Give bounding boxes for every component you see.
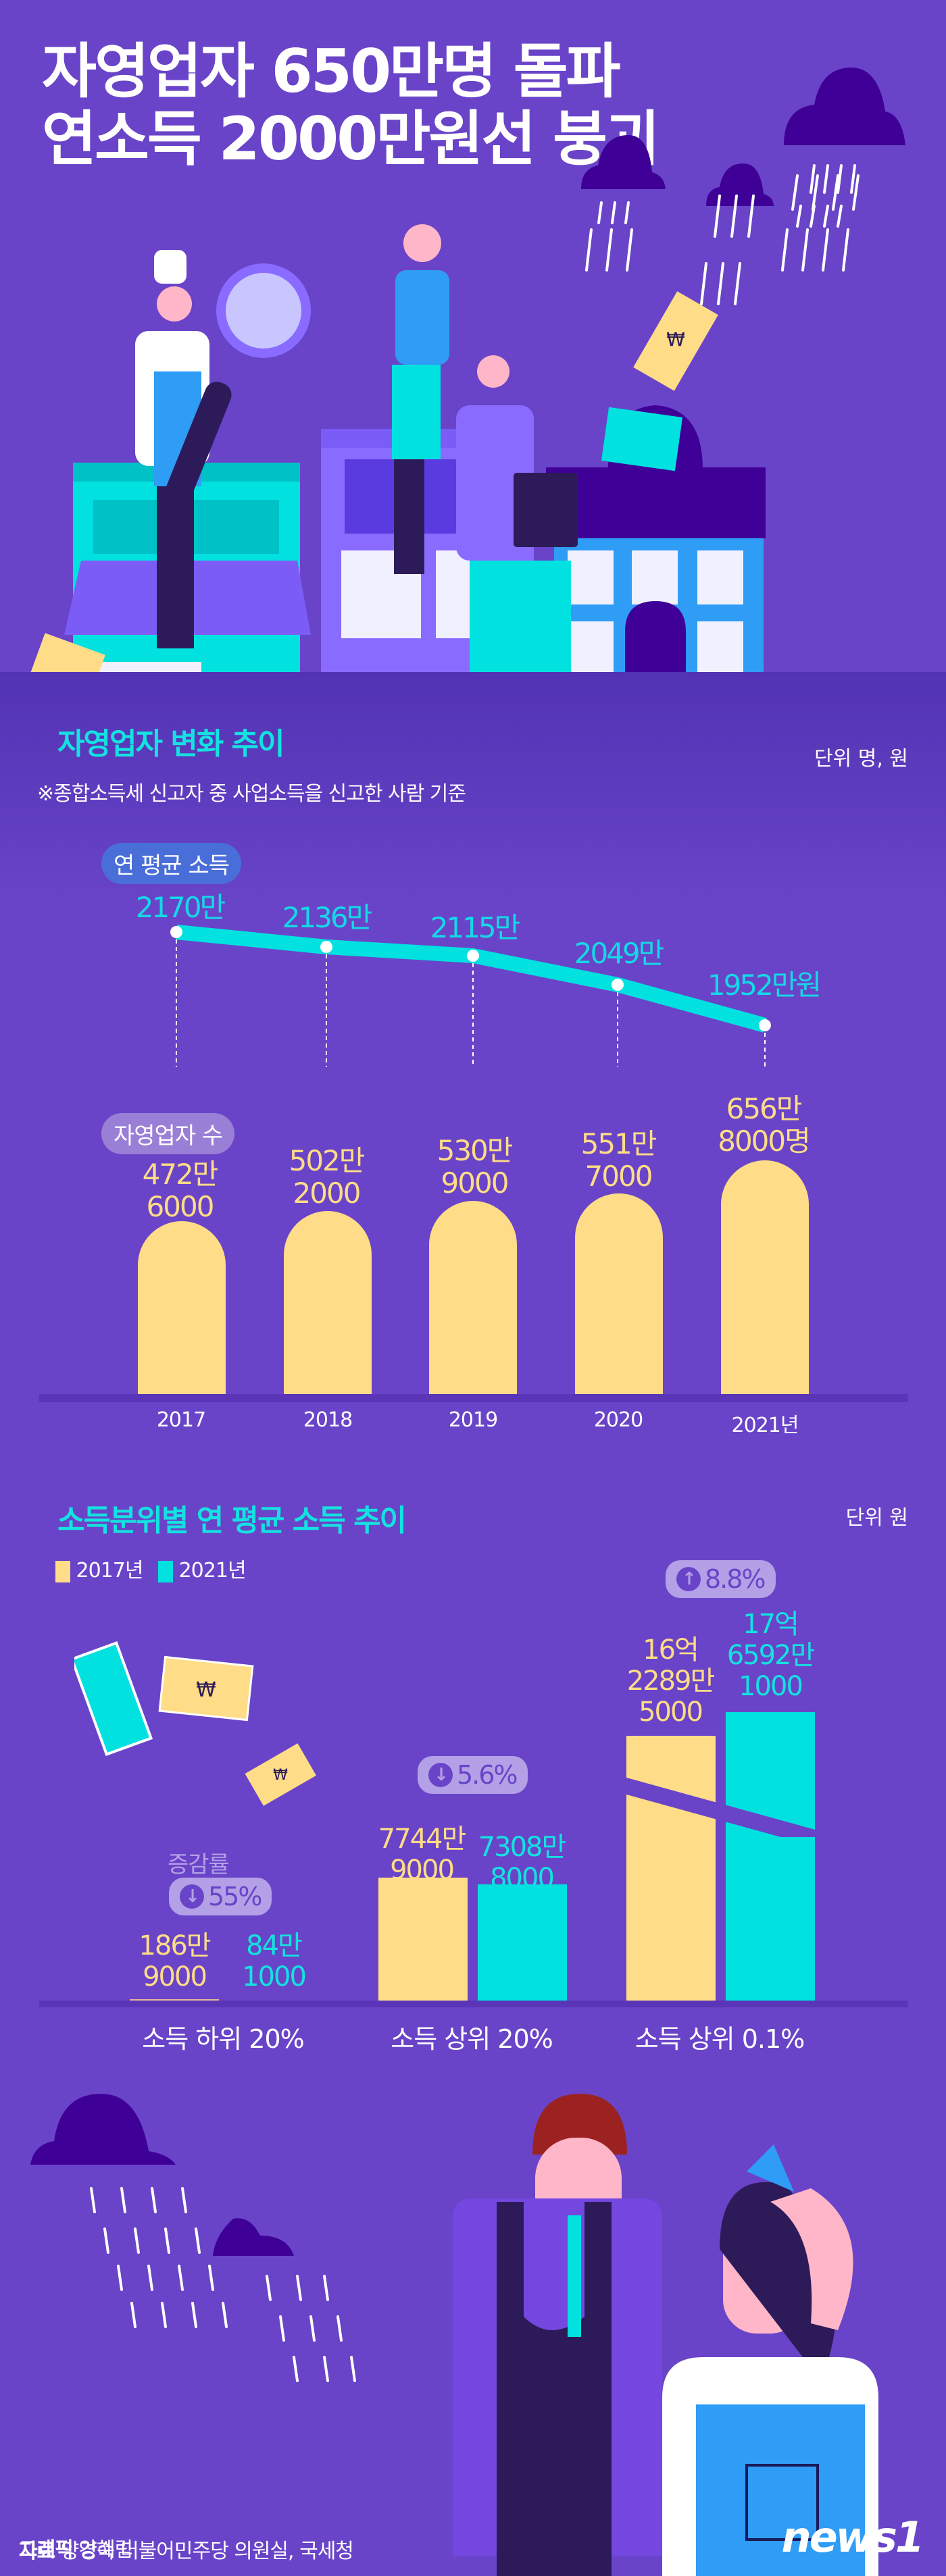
change-label: 증감률 bbox=[168, 1851, 230, 1878]
income-value-2017: 2170만 bbox=[135, 891, 226, 924]
news1-logo: news1 bbox=[781, 2513, 924, 2562]
svg-text:₩: ₩ bbox=[273, 1767, 288, 1784]
source-value: 양경숙 더불어민주당 의원실, 국세청 bbox=[60, 2540, 354, 2563]
count-line2: 7000 bbox=[584, 1160, 653, 1193]
svg-text:₩: ₩ bbox=[196, 1678, 216, 1702]
value-line: 7744만 bbox=[378, 1824, 467, 1855]
count-line2: 2000 bbox=[293, 1177, 362, 1210]
income-value-2020: 2049만 bbox=[574, 937, 665, 970]
legend-label-2021: 2021년 bbox=[178, 1559, 247, 1582]
value-line: 5000 bbox=[639, 1697, 703, 1728]
change-badge-bottom20: ↓ 55% bbox=[169, 1878, 272, 1915]
arrow-down-icon: ↓ bbox=[428, 1763, 453, 1787]
rain-clouds-illustration bbox=[581, 68, 905, 228]
value-2017-top01: 16억 2289만 5000 bbox=[603, 1634, 738, 1728]
arrow-down-icon: ↓ bbox=[180, 1884, 204, 1909]
bar-2017-top01 bbox=[626, 1736, 716, 2006]
section1-note: ※종합소득세 신고자 중 사업소득을 신고한 사람 기준 bbox=[37, 782, 466, 806]
graphic-label: 그래픽 bbox=[19, 2538, 74, 2562]
count-line2: 6000 bbox=[146, 1190, 215, 1224]
rain-clouds-bottom-illustration bbox=[30, 2094, 356, 2382]
legend-swatch-2017 bbox=[55, 1560, 70, 1582]
change-value: 5.6% bbox=[457, 1760, 518, 1790]
legend-label-2017: 2017년 bbox=[76, 1559, 144, 1582]
count-bar-2020 bbox=[575, 1193, 663, 1398]
value-2021-bottom20: 84만 1000 bbox=[206, 1930, 341, 1992]
income-line-chart bbox=[170, 925, 771, 1067]
category-top20: 소득 상위 20% bbox=[391, 2024, 553, 2054]
headline-line1: 자영업자 650만명 돌파 bbox=[42, 36, 621, 106]
count-value-2020: 551만 7000 bbox=[537, 1127, 699, 1193]
chart1-baseline bbox=[39, 1394, 908, 1402]
category-top01: 소득 상위 0.1% bbox=[634, 2024, 805, 2054]
value-line: 1000 bbox=[739, 1671, 803, 1702]
svg-text:₩: ₩ bbox=[666, 328, 685, 351]
value-line: 2289만 bbox=[626, 1666, 716, 1697]
money-bills-illustration: ₩ ₩ bbox=[74, 1641, 316, 1806]
value-2017-bottom20: 186만 9000 bbox=[107, 1930, 242, 1992]
value-line: 6592만 bbox=[726, 1640, 816, 1671]
value-line: 7308만 bbox=[478, 1832, 567, 1863]
shops-people-illustration: ₩ ₩ bbox=[20, 174, 860, 672]
graphic-value: 양혜림 bbox=[78, 2538, 133, 2562]
category-bottom20: 소득 하위 20% bbox=[142, 2024, 304, 2054]
value-line: 9000 bbox=[143, 1961, 207, 1992]
count-bar-2019 bbox=[429, 1201, 517, 1398]
svg-text:₩: ₩ bbox=[53, 668, 72, 672]
bar-2021-top01 bbox=[726, 1712, 815, 2006]
count-value-2018: 502만 2000 bbox=[245, 1144, 407, 1210]
count-value-2017: 472만 6000 bbox=[99, 1158, 261, 1224]
count-value-2019: 530만 9000 bbox=[393, 1134, 555, 1200]
value-2021-top20: 7308만 8000 bbox=[454, 1832, 589, 1894]
income-value-2019: 2115만 bbox=[430, 911, 521, 944]
count-line1: 502만 bbox=[289, 1144, 366, 1177]
count-bar-2021 bbox=[721, 1160, 809, 1398]
count-line1: 530만 bbox=[437, 1134, 514, 1167]
count-bar-2017 bbox=[138, 1221, 226, 1398]
change-value: 8.8% bbox=[705, 1564, 766, 1594]
year-label-2019: 2019 bbox=[448, 1408, 498, 1432]
year-label-2017: 2017 bbox=[156, 1408, 206, 1432]
year-label-2018: 2018 bbox=[303, 1408, 353, 1432]
value-line: 84만 bbox=[246, 1930, 303, 1961]
source-credit: 자료 양경숙 더불어민주당 의원실, 국세청 bbox=[19, 2534, 354, 2564]
bar-2021-top20 bbox=[478, 1884, 567, 2006]
worried-workers-illustration bbox=[453, 2094, 878, 2576]
year-label-2020: 2020 bbox=[593, 1408, 643, 1432]
count-series-label: 자영업자 수 bbox=[101, 1113, 235, 1154]
count-line1: 551만 bbox=[580, 1127, 657, 1160]
legend: 2017년 2021년 bbox=[55, 1553, 247, 1583]
source-label: 자료 bbox=[19, 2540, 55, 2563]
count-line2: 9000 bbox=[441, 1166, 509, 1200]
count-line1: 656만 bbox=[726, 1092, 803, 1125]
arrow-up-icon: ↑ bbox=[676, 1567, 701, 1591]
chart2-baseline bbox=[39, 2001, 908, 2007]
change-value: 55% bbox=[208, 1882, 262, 1911]
legend-swatch-2021 bbox=[158, 1560, 174, 1582]
value-line: 1000 bbox=[242, 1961, 307, 1992]
year-label-2021: 2021년 bbox=[731, 1414, 799, 1437]
value-2021-top01: 17억 6592만 1000 bbox=[703, 1609, 838, 1702]
count-bar-2018 bbox=[284, 1211, 372, 1398]
count-line1: 472만 bbox=[142, 1158, 219, 1191]
section2-title: 소득분위별 연 평균 소득 추이 bbox=[57, 1503, 407, 1538]
change-badge-top20: ↓ 5.6% bbox=[418, 1756, 528, 1794]
count-line2: 8000명 bbox=[718, 1125, 811, 1158]
income-value-2021: 1952만원 bbox=[707, 969, 822, 1002]
section1-unit: 단위 명, 원 bbox=[814, 747, 908, 771]
value-line: 17억 bbox=[743, 1609, 799, 1640]
value-line: 186만 bbox=[139, 1930, 211, 1961]
section2-unit: 단위 원 bbox=[845, 1506, 908, 1530]
section1-title: 자영업자 변화 추이 bbox=[57, 727, 284, 761]
value-line: 16억 bbox=[643, 1634, 699, 1666]
axis-break-mark bbox=[622, 1776, 818, 1837]
income-series-label: 연 평균 소득 bbox=[101, 843, 242, 884]
income-value-2018: 2136만 bbox=[282, 901, 373, 934]
bar-2017-top20 bbox=[378, 1878, 468, 2006]
headline-line2: 연소득 2000만원선 붕괴 bbox=[42, 104, 660, 174]
change-badge-top01: ↑ 8.8% bbox=[666, 1560, 776, 1598]
count-value-2021: 656만 8000명 bbox=[682, 1092, 845, 1158]
graphic-credit: 그래픽 양혜림 bbox=[19, 2533, 133, 2562]
